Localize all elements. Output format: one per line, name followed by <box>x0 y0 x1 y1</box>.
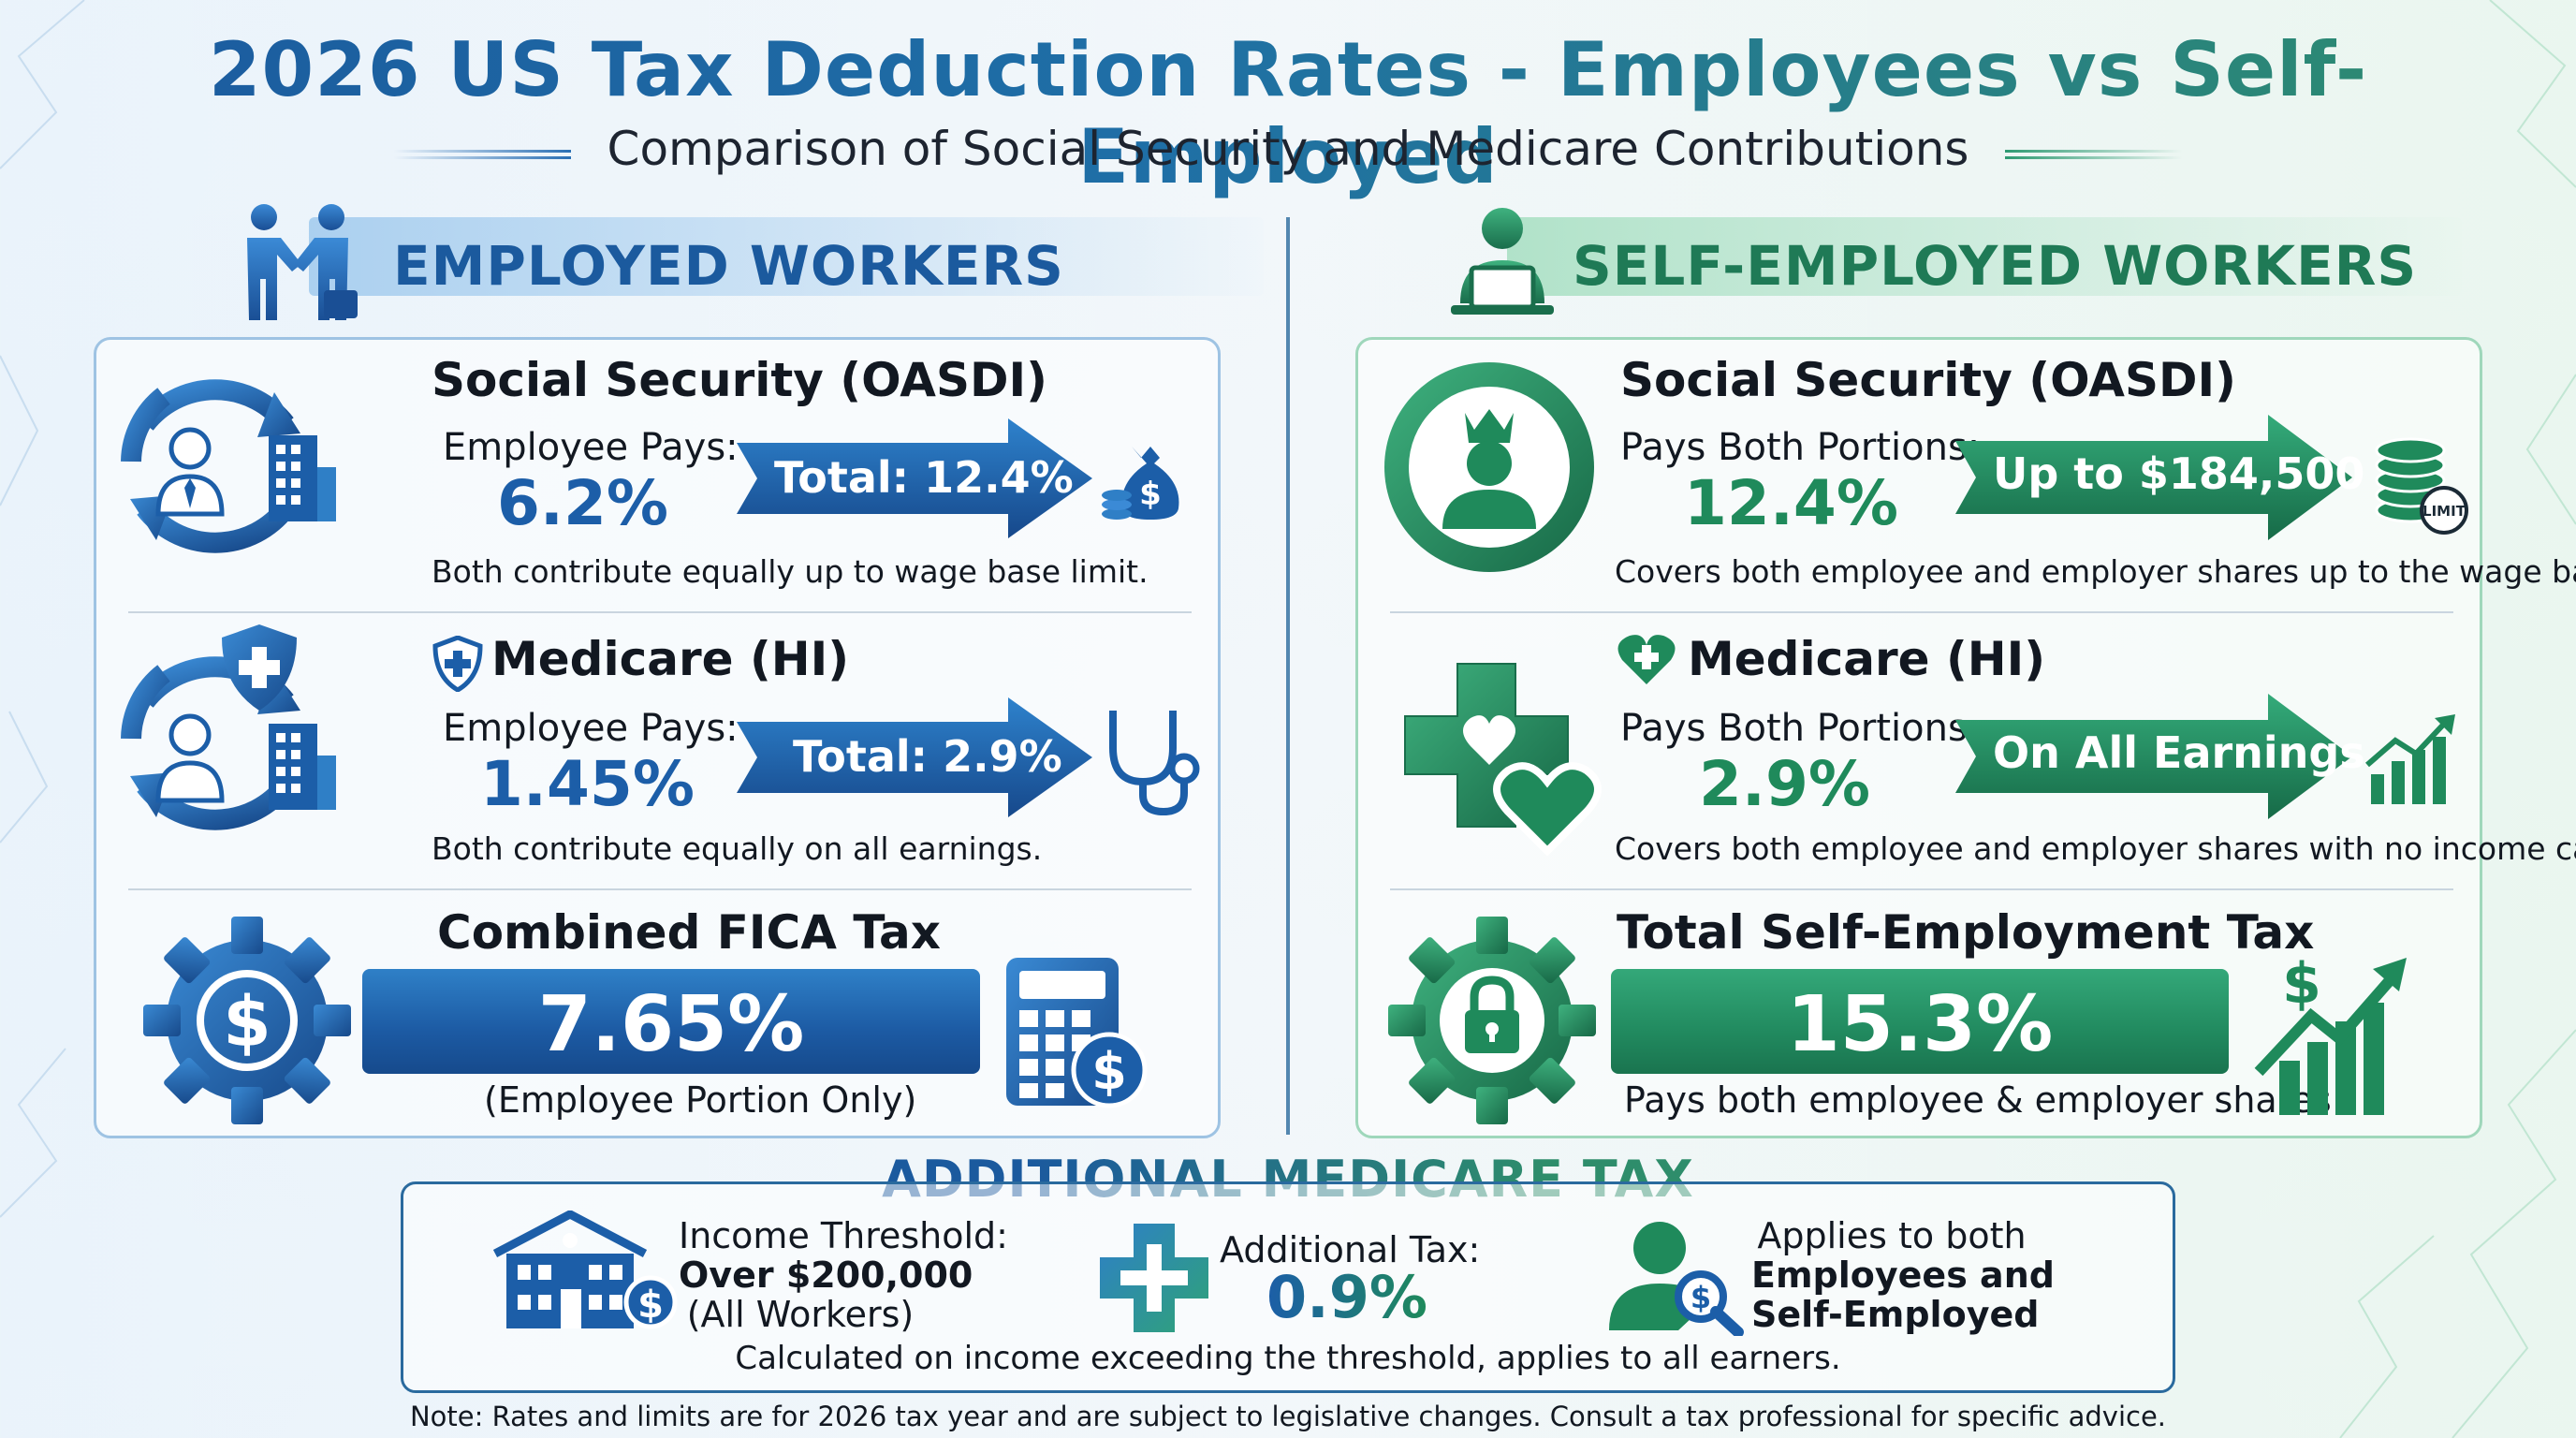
self-total-note: Pays both employee & employer shares <box>1624 1079 2332 1121</box>
self-total-rate: 15.3% <box>1786 980 2054 1069</box>
self-medicare-earnings-arrow: On All Earnings <box>1955 694 2365 819</box>
applies-line-2: Employees and <box>1751 1255 2055 1296</box>
additional-tax-rate: 0.9% <box>1266 1263 1427 1331</box>
employed-medicare-total-label: Total: 2.9% <box>793 731 1062 782</box>
employed-medicare-pays-label: Employee Pays: <box>443 707 739 750</box>
self-medicare-earnings-label: On All Earnings <box>1993 727 2365 778</box>
self-total-title: Total Self-Employment Tax <box>1617 905 2315 960</box>
coin-stack-limit-icon: LIMIT <box>2375 437 2468 535</box>
shield-plus-small-icon <box>432 636 483 692</box>
svg-text:$: $ <box>223 982 271 1063</box>
self-medicare-rate: 2.9% <box>1699 748 1871 820</box>
additional-tax-label: Additional Tax: <box>1220 1229 1481 1270</box>
self-medicare-note: Covers both employee and employer shares… <box>1615 830 2576 867</box>
shield-cross-icon <box>222 624 297 711</box>
combined-fica-rate: 7.65% <box>537 980 805 1069</box>
employed-ss-total-arrow: Total: 12.4% <box>737 418 1092 538</box>
employed-ss-total-label: Total: 12.4% <box>774 452 1074 503</box>
handshake-icon <box>247 204 358 320</box>
growth-chart-icon <box>2365 714 2455 804</box>
employee-icon <box>155 427 225 517</box>
employed-header-text: EMPLOYED WORKERS <box>393 234 1064 298</box>
employee-icon <box>155 713 225 803</box>
svg-text:$: $ <box>2282 951 2321 1017</box>
dollar-growth-icon: $ <box>2254 951 2407 1115</box>
laptop-worker-icon <box>1451 208 1554 315</box>
self-employed-header-text: SELF-EMPLOYED WORKERS <box>1573 234 2418 298</box>
stethoscope-icon <box>1109 711 1200 816</box>
employed-ss-pays-label: Employee Pays: <box>443 426 739 469</box>
column-divider <box>1286 217 1290 1135</box>
heart-plus-icon <box>1617 635 1676 684</box>
self-separator-1 <box>1390 611 2453 613</box>
self-total-bar: 15.3% <box>1611 969 2229 1074</box>
subtitle-row: Comparison of Social Security and Medica… <box>0 122 2576 187</box>
gear-dollar-icon: $ <box>143 917 351 1124</box>
combined-fica-note: (Employee Portion Only) <box>484 1079 917 1121</box>
employed-medicare-title: Medicare (HI) <box>491 632 850 686</box>
combined-fica-title: Combined FICA Tax <box>437 905 941 960</box>
employed-medicare-note: Both contribute equally on all earnings. <box>432 830 1043 867</box>
self-ss-cap-label: Up to $184,500 <box>1993 448 2365 499</box>
page-subtitle: Comparison of Social Security and Medica… <box>607 122 1969 176</box>
applies-line-3: Self-Employed <box>1751 1294 2040 1335</box>
house-dollar-icon: $ <box>492 1211 678 1329</box>
svg-text:$: $ <box>1690 1280 1711 1315</box>
employed-ss-note: Both contribute equally up to wage base … <box>432 553 1149 590</box>
self-medicare-title: Medicare (HI) <box>1688 632 2046 686</box>
employed-medicare-rate: 1.45% <box>480 748 695 820</box>
self-ss-title: Social Security (OASDI) <box>1620 353 2236 407</box>
threshold-block: Income Threshold: Over $200,000 (All Wor… <box>679 1215 1008 1335</box>
employed-separator-2 <box>128 888 1192 890</box>
footer-note: Note: Rates and limits are for 2026 tax … <box>409 1401 2167 1432</box>
employed-medicare-total-arrow: Total: 2.9% <box>737 697 1092 817</box>
building-icon <box>269 435 336 521</box>
employed-header-band <box>309 217 1264 296</box>
threshold-scope: (All Workers) <box>686 1294 915 1335</box>
crowned-person-icon <box>1384 362 1594 572</box>
employed-separator-1 <box>128 611 1192 613</box>
subtitle-rule-right <box>2005 150 2183 159</box>
applies-block: Applies to both Employees and Self-Emplo… <box>1751 1215 2055 1335</box>
svg-text:$: $ <box>1091 1042 1127 1101</box>
page-title: 2026 US Tax Deduction Rates - Employees … <box>0 26 2576 200</box>
combined-fica-bar: 7.65% <box>362 969 980 1074</box>
medical-cross-heart-icon <box>1404 663 1602 857</box>
svg-text:$: $ <box>637 1284 664 1327</box>
subtitle-rule-left <box>393 150 571 159</box>
self-employed-header-band <box>1507 217 2462 296</box>
applies-line-1: Applies to both <box>1757 1215 2027 1256</box>
threshold-value: Over $200,000 <box>679 1255 973 1296</box>
self-employed-panel: Social Security (OASDI) Pays Both Portio… <box>1355 337 2576 1138</box>
money-bag-icon: $ <box>1102 447 1179 520</box>
person-search-icon: $ <box>1609 1222 1744 1336</box>
calculator-icon: $ <box>1006 958 1148 1108</box>
building-icon <box>269 724 336 810</box>
medical-cross-icon <box>1100 1224 1208 1332</box>
employed-ss-rate: 6.2% <box>497 467 669 539</box>
employed-panel: Social Security (OASDI) Employee Pays: 6… <box>94 337 1221 1138</box>
gear-lock-icon <box>1388 917 1596 1124</box>
self-medicare-pays-label: Pays Both Portions: <box>1620 707 1981 750</box>
self-ss-cap-arrow: Up to $184,500 <box>1955 415 2364 540</box>
self-ss-note: Covers both employee and employer shares… <box>1615 553 2576 590</box>
self-ss-rate: 12.4% <box>1684 467 1898 539</box>
self-ss-pays-label: Pays Both Portions: <box>1620 426 1981 469</box>
additional-medicare-panel: $ Income Threshold: Over $200,000 (All W… <box>401 1181 2175 1393</box>
self-separator-2 <box>1390 888 2453 890</box>
limit-badge-text: LIMIT <box>2422 503 2466 520</box>
additional-medicare-note: Calculated on income exceeding the thres… <box>735 1340 1841 1377</box>
employed-ss-title: Social Security (OASDI) <box>432 353 1047 407</box>
threshold-label: Income Threshold: <box>679 1215 1008 1256</box>
cycle-arrows-icon <box>121 379 300 553</box>
svg-text:$: $ <box>1139 476 1162 513</box>
